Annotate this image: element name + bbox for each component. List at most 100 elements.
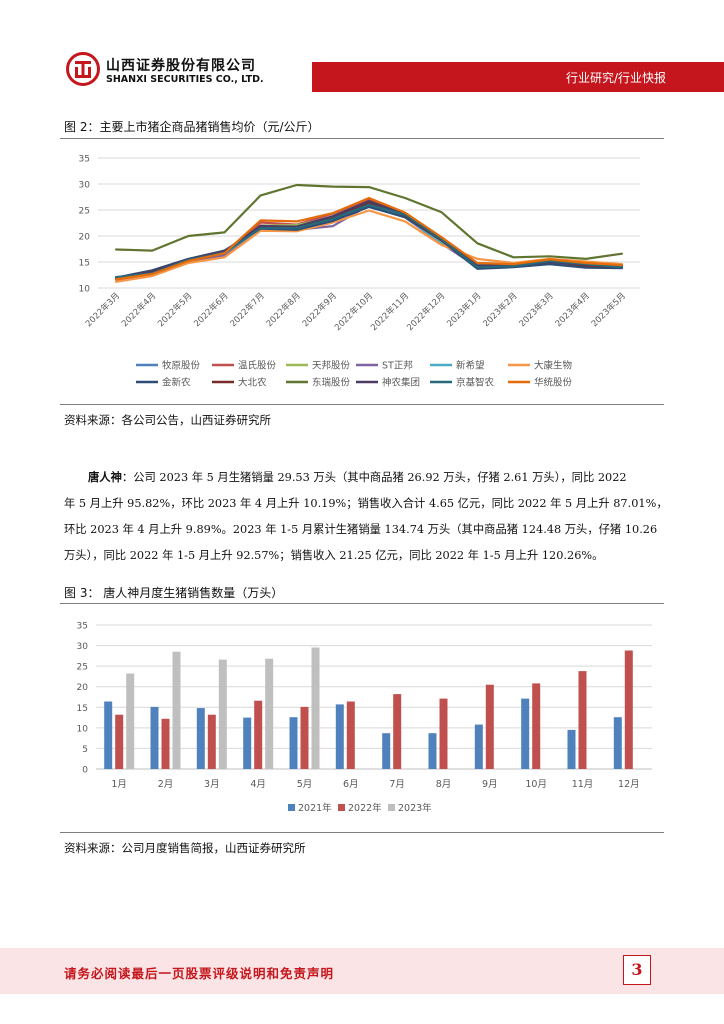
bar-legend-swatch xyxy=(288,804,295,811)
paragraph-line-3: 环比 2023 年 4 月上升 9.89%。2023 年 1-5 月累计生猪销量… xyxy=(64,523,658,536)
bar-2022年-7月 xyxy=(393,694,402,769)
line-legend-label: 温氏股份 xyxy=(238,360,277,372)
bar-2023年-1月 xyxy=(126,673,135,769)
line-legend-label: 天邦股份 xyxy=(312,360,351,372)
line-chart-x-tick-label: 2022年9月 xyxy=(300,290,339,329)
page-header: 山西证券股份有限公司 SHANXI SECURITIES CO., LTD. 行… xyxy=(0,0,724,95)
paragraph-line-4: 万头），同比 2022 年 1-5 月上升 92.57%；销售收入 21.25 … xyxy=(64,549,604,562)
bar-chart-y-tick-label: 0 xyxy=(82,766,88,776)
figure3-bottom-rule xyxy=(60,832,664,833)
line-series-神农集团 xyxy=(114,200,624,280)
line-chart-x-tick-label: 2022年8月 xyxy=(264,290,303,329)
bar-2021年-1月 xyxy=(104,701,113,769)
line-chart-x-tick-label: 2022年7月 xyxy=(228,290,267,329)
bar-chart-x-tick-label: 6月 xyxy=(343,779,359,790)
bar-chart-x-tick-label: 11月 xyxy=(572,779,594,790)
bar-2021年-3月 xyxy=(196,708,205,769)
figure2-title: 图 2：主要上市猪企商品猪销售均价（元/公斤） xyxy=(64,120,320,134)
bar-2022年-9月 xyxy=(485,684,494,769)
line-chart-x-tick-label: 2023年1月 xyxy=(445,290,484,329)
line-chart-x-tick-label: 2022年6月 xyxy=(192,290,231,329)
bar-2021年-5月 xyxy=(289,717,298,769)
bar-2023年-3月 xyxy=(218,659,227,769)
bar-chart-x-tick-label: 2月 xyxy=(158,779,174,790)
line-series-新希望 xyxy=(114,205,624,280)
bar-2022年-1月 xyxy=(115,714,124,769)
bar-2021年-2月 xyxy=(150,706,159,769)
bar-2022年-6月 xyxy=(346,701,355,769)
line-chart-y-tick-label: 30 xyxy=(79,181,91,191)
bar-2021年-8月 xyxy=(428,733,437,769)
bar-chart-x-tick-label: 1月 xyxy=(111,779,127,790)
footer-bar xyxy=(0,948,724,994)
bar-2022年-8月 xyxy=(439,698,448,769)
bar-chart-y-tick-label: 25 xyxy=(77,663,88,673)
page-number: 3 xyxy=(623,955,651,985)
figure3-top-rule xyxy=(60,603,664,604)
bar-2022年-11月 xyxy=(578,671,587,769)
line-chart-y-tick-label: 20 xyxy=(79,233,91,243)
line-series-东瑞股份 xyxy=(114,183,624,261)
body-paragraph: 唐人神：公司 2023 年 5 月生猪销量 29.53 万头（其中商品猪 26.… xyxy=(64,464,668,569)
bar-legend-swatch xyxy=(338,804,345,811)
bar-2022年-3月 xyxy=(207,714,216,769)
line-series-大康生物 xyxy=(114,209,624,283)
line-legend-label: 大北农 xyxy=(238,377,267,389)
bar-chart-y-tick-label: 15 xyxy=(77,704,88,714)
bar-chart-y-tick-label: 10 xyxy=(77,724,89,734)
bar-2022年-4月 xyxy=(254,700,263,769)
bar-2022年-5月 xyxy=(300,706,309,769)
bar-legend-label: 2021年 xyxy=(298,802,332,814)
line-legend-label: 大康生物 xyxy=(534,360,573,372)
bar-2021年-4月 xyxy=(243,717,252,769)
line-chart-y-tick-label: 15 xyxy=(79,259,90,269)
line-series-京基智农 xyxy=(114,203,624,279)
bar-2022年-12月 xyxy=(624,650,633,769)
bar-2021年-9月 xyxy=(474,724,483,769)
figure3-title: 图 3： 唐人神月度生猪销售数量（万头） xyxy=(64,586,284,600)
bar-chart-y-tick-label: 5 xyxy=(82,745,88,755)
shanxi-securities-logo xyxy=(66,52,100,86)
bar-2021年-6月 xyxy=(335,704,344,769)
bar-legend-label: 2022年 xyxy=(348,802,382,814)
bar-chart-y-tick-label: 20 xyxy=(77,683,89,693)
line-series-金新农 xyxy=(114,205,624,279)
bar-chart-x-tick-label: 5月 xyxy=(297,779,313,790)
bar-2023年-2月 xyxy=(172,651,181,769)
bar-2021年-11月 xyxy=(567,729,576,769)
bar-2021年-7月 xyxy=(382,733,391,769)
line-series-华统股份 xyxy=(114,196,624,281)
bar-chart-x-tick-label: 3月 xyxy=(204,779,220,790)
line-series-ST正邦 xyxy=(114,204,624,280)
sales-bar-chart: 0 5 10 15 20 25 30 35 1月 2月 3月 4月 5月 6月 7月 8月 9月 10月 11月 1… xyxy=(77,622,652,814)
bar-2022年-10月 xyxy=(532,683,541,769)
line-chart-x-tick-label: 2022年5月 xyxy=(156,290,195,329)
paragraph-line-1: 唐人神：公司 2023 年 5 月生猪销量 29.53 万头（其中商品猪 26.… xyxy=(88,470,627,484)
line-series-大北农 xyxy=(114,201,624,280)
bar-legend-swatch xyxy=(388,804,395,811)
bar-chart-x-tick-label: 12月 xyxy=(618,779,640,790)
bar-chart-x-tick-label: 7月 xyxy=(389,779,405,790)
line-chart-y-tick-label: 25 xyxy=(79,207,90,217)
header-red-bar xyxy=(0,62,724,92)
report-type: 行业研究/行业快报 xyxy=(565,71,666,85)
bar-2021年-12月 xyxy=(613,717,622,769)
bar-chart-y-tick-label: 35 xyxy=(77,622,88,632)
price-line-chart: 10 15 20 25 30 35 2022年3月2022年4月2022年5月2022年6… xyxy=(79,155,640,389)
line-chart-x-tick-label: 2022年4月 xyxy=(119,290,158,329)
bar-2023年-5月 xyxy=(311,647,320,769)
line-chart-x-tick-label: 2023年3月 xyxy=(517,290,556,329)
line-legend-label: 牧原股份 xyxy=(162,360,201,372)
line-legend-label: 金新农 xyxy=(162,377,191,389)
bar-chart-x-tick-label: 8月 xyxy=(436,779,452,790)
bar-chart-x-tick-label: 9月 xyxy=(482,779,498,790)
company-name-cn: 山西证券股份有限公司 xyxy=(106,58,256,74)
figure2-top-rule xyxy=(60,138,664,139)
bar-chart-x-tick-label: 10月 xyxy=(525,779,547,790)
line-legend-label: 新希望 xyxy=(456,360,485,372)
line-legend-label: 京基智农 xyxy=(456,377,495,389)
line-chart-x-tick-label: 2023年2月 xyxy=(481,290,520,329)
figure2-source: 资料来源：各公司公告，山西证券研究所 xyxy=(64,413,271,427)
figure2-bottom-rule xyxy=(60,404,664,405)
bar-2021年-10月 xyxy=(521,698,530,769)
